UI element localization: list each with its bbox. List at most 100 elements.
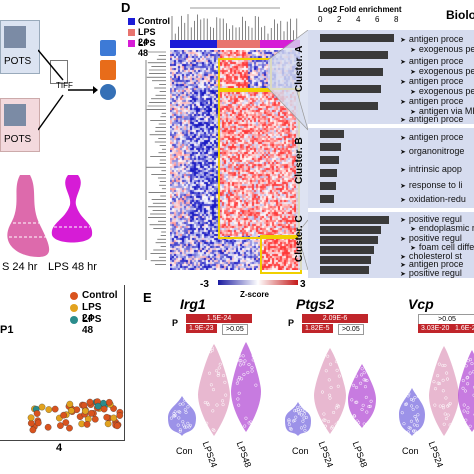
term: antigen proce <box>400 34 464 46</box>
violin-point <box>472 393 474 397</box>
scatter-point <box>113 422 121 430</box>
violin-point <box>365 378 369 383</box>
violin-point <box>173 410 177 414</box>
violin-point <box>288 426 292 430</box>
violin-point <box>466 406 470 410</box>
cluster-c-label: Cluster. C <box>294 215 305 262</box>
violin-point <box>181 420 185 424</box>
violin-point <box>320 390 325 394</box>
violin-point <box>303 409 307 413</box>
term: organonitroge <box>400 146 465 158</box>
violin-point <box>178 410 182 414</box>
enrichment-bar <box>320 195 334 203</box>
violin-point <box>203 400 207 405</box>
gene-title-ptgs2: Ptgs2 <box>296 296 335 312</box>
heatmap-legend-swatch-lps48 <box>128 40 135 47</box>
violin-point <box>462 403 466 407</box>
p-value-left-ptgs2: 1.82E-5 <box>302 324 333 333</box>
violin-point <box>462 409 466 413</box>
violin <box>285 402 311 436</box>
xtick-irg1-lps24: LPS24 <box>200 440 220 469</box>
violin-point <box>411 407 415 411</box>
scatter-point <box>105 398 113 406</box>
violin-point <box>239 359 243 363</box>
violin-point <box>207 371 212 375</box>
violin-point <box>409 397 414 402</box>
xtick-ptgs2-con: Con <box>292 446 309 456</box>
violin-point <box>209 383 213 387</box>
heatmap-legend-control: Control <box>138 16 170 26</box>
violin-point <box>416 413 420 417</box>
violin-point <box>448 429 452 433</box>
p-value-top-irg1: 1.5E-24 <box>186 314 252 323</box>
violin-point <box>438 404 442 408</box>
violin-point <box>237 391 241 395</box>
violin-point <box>183 408 187 412</box>
violin-point <box>169 416 173 420</box>
violin <box>458 350 474 432</box>
p-value-right-vcp: 1.6E-27 <box>452 324 474 333</box>
violin-point <box>302 416 306 420</box>
enrichment-bars <box>320 34 394 274</box>
scatter-point <box>83 421 91 428</box>
violin-point <box>445 371 449 375</box>
violin-point <box>301 419 305 423</box>
violin-point <box>177 416 181 420</box>
violin-point <box>221 374 226 378</box>
violin-point <box>244 416 248 420</box>
violin-point <box>446 413 450 417</box>
violin-point <box>297 412 301 416</box>
enrichment-bar <box>320 256 371 264</box>
violin-point <box>465 376 469 380</box>
instrument-icon-top <box>4 26 26 48</box>
violin-point <box>173 413 178 417</box>
violin-point <box>363 378 367 382</box>
violin-point <box>464 364 468 368</box>
violin-point <box>247 421 251 425</box>
cluster-a-label: Cluster. A <box>294 45 305 92</box>
header-right: Biolo <box>446 8 474 22</box>
violin-point <box>178 429 182 433</box>
scatter-point <box>86 398 94 406</box>
violin-point <box>242 362 246 366</box>
legend-dot-control <box>70 292 78 300</box>
violin-point <box>210 346 214 350</box>
violin-point <box>299 404 303 408</box>
pots-label-top: POTS <box>4 56 32 67</box>
violin-point <box>181 402 185 406</box>
term-cont: foam cell diffe <box>410 242 474 254</box>
violin-point <box>410 404 414 408</box>
scatter-point <box>87 409 95 417</box>
enrichment-bar <box>320 34 394 42</box>
violin-point <box>362 378 366 382</box>
violins-ptgs2 <box>285 348 376 436</box>
violin-point <box>303 428 307 432</box>
enrichment-bar <box>320 156 339 164</box>
scatter-point <box>62 419 70 426</box>
violin-point <box>323 418 327 422</box>
p-value-right-irg1: >0.05 <box>222 324 248 335</box>
violin-point <box>172 414 176 418</box>
panel-letter-d: D <box>121 0 131 15</box>
scatter-point <box>116 412 124 419</box>
violin-point <box>354 374 358 378</box>
enrichment-bar <box>320 102 378 110</box>
violin-point <box>461 386 465 390</box>
violin-point <box>336 404 341 408</box>
violin-point <box>299 408 303 412</box>
violin-point <box>240 377 244 381</box>
violin-point <box>186 421 190 425</box>
violin-point <box>444 396 448 400</box>
enrichment-bar <box>320 236 378 244</box>
condition-bar-control <box>170 40 217 48</box>
enrichment-bar <box>320 182 336 190</box>
scatter-point <box>60 411 67 419</box>
violin-point <box>354 385 359 390</box>
instrument-icon-bottom <box>4 104 26 126</box>
violin-point <box>337 374 341 378</box>
violin-point <box>205 401 209 405</box>
violin-point <box>413 414 417 419</box>
violin-point <box>218 362 222 366</box>
violin-point <box>206 403 210 407</box>
scatter-point <box>91 415 99 423</box>
